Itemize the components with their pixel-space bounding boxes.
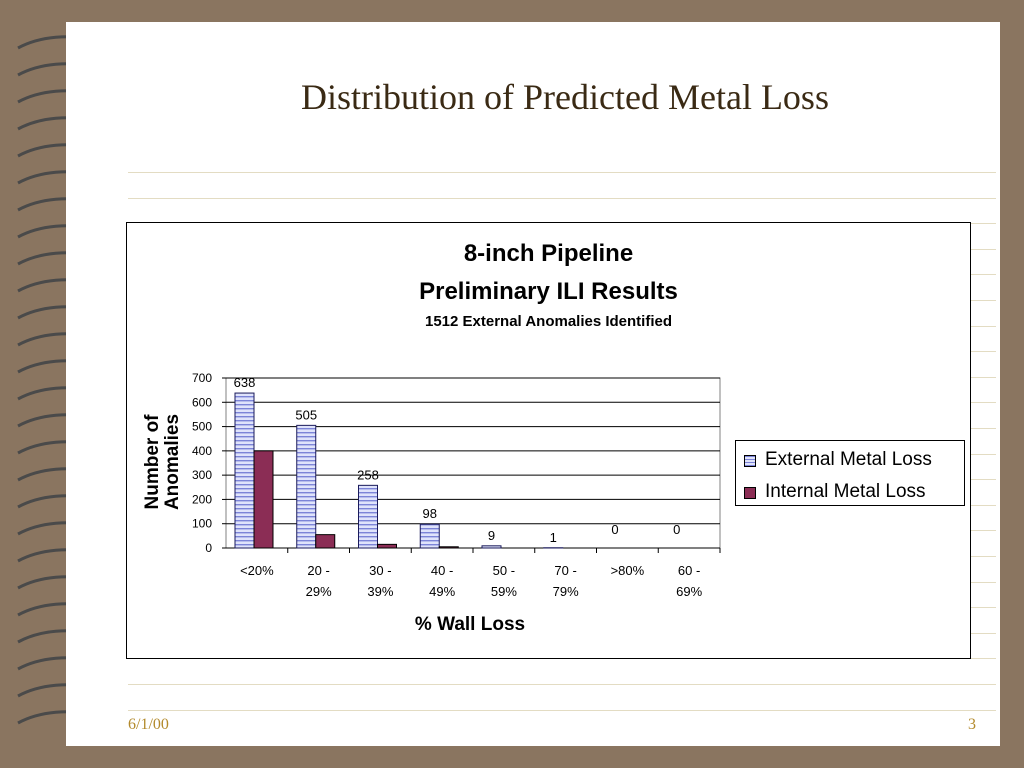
bar-internal [253,450,274,549]
y-tick-label: 500 [192,420,212,434]
x-tick-label: <20% [240,563,274,578]
y-axis-label: Number of Anomalies [142,413,183,511]
chart-title: 8-inch Pipeline [463,240,634,267]
x-tick-label: 39% [367,584,393,599]
bar-external [296,424,317,549]
chart-title-line-2: Preliminary ILI Results [419,278,678,305]
ruled-line [128,684,996,685]
legend-label-external: External Metal Loss [765,449,932,470]
x-tick-label: 60 - [678,563,700,578]
x-tick-label: 70 - [554,563,576,578]
bar-external [419,523,440,549]
legend-swatch-internal [744,487,756,499]
x-axis-label: % Wall Loss [414,614,526,635]
x-tick-label: 29% [306,584,332,599]
data-label: 258 [357,467,379,482]
data-label: 0 [611,522,618,537]
y-tick-label: 100 [192,517,212,531]
y-tick-label: 600 [192,395,212,409]
x-tick-label: 20 - [307,563,329,578]
bar-internal [438,546,459,549]
data-label: 638 [234,375,256,390]
slide-title: Distribution of Predicted Metal Loss [301,77,829,117]
y-tick-label: 700 [192,371,212,385]
ruled-line [128,172,996,173]
x-tick-label: 49% [429,584,455,599]
x-tick-label: 79% [553,584,579,599]
bar-internal [315,534,336,549]
bar-external [358,484,378,549]
x-tick-label: 40 - [431,563,453,578]
bar-external [234,392,255,549]
y-tick-label: 400 [192,444,212,458]
legend-label-internal: Internal Metal Loss [765,481,926,502]
ruled-line [128,710,996,711]
x-tick-label: 30 - [369,563,391,578]
y-tick-label: 300 [192,468,212,482]
data-label: 1 [550,530,557,545]
ruled-line [128,198,996,199]
x-tick-label: 50 - [493,563,515,578]
data-label: 98 [423,506,437,521]
bar-external [481,545,502,549]
y-tick-label: 200 [192,492,212,506]
chart-legend: External Metal Loss Internal Metal Loss [735,440,965,506]
x-tick-label: 69% [676,584,702,599]
footer-date: 6/1/00 [128,716,169,733]
x-tick-label: >80% [611,563,645,578]
page-number: 3 [968,716,976,733]
bar-internal [377,543,397,549]
y-tick-label: 0 [205,541,212,555]
data-label: 505 [295,407,317,422]
data-label: 0 [673,522,680,537]
data-label: 9 [488,528,495,543]
legend-swatch-external [744,455,756,467]
x-tick-label: 59% [491,584,517,599]
chart-subtitle: 1512 External Anomalies Identified [424,313,673,330]
